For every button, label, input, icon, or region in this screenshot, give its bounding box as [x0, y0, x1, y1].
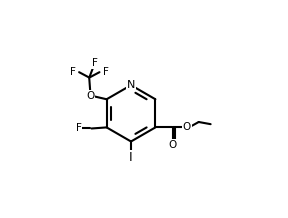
- Text: I: I: [129, 151, 133, 164]
- Text: O: O: [86, 91, 94, 101]
- Text: F: F: [92, 58, 98, 68]
- Text: O: O: [183, 123, 191, 132]
- Text: F: F: [70, 67, 76, 77]
- Text: F: F: [75, 123, 82, 133]
- Text: F: F: [103, 67, 109, 77]
- Text: O: O: [168, 140, 177, 150]
- Text: N: N: [127, 80, 135, 90]
